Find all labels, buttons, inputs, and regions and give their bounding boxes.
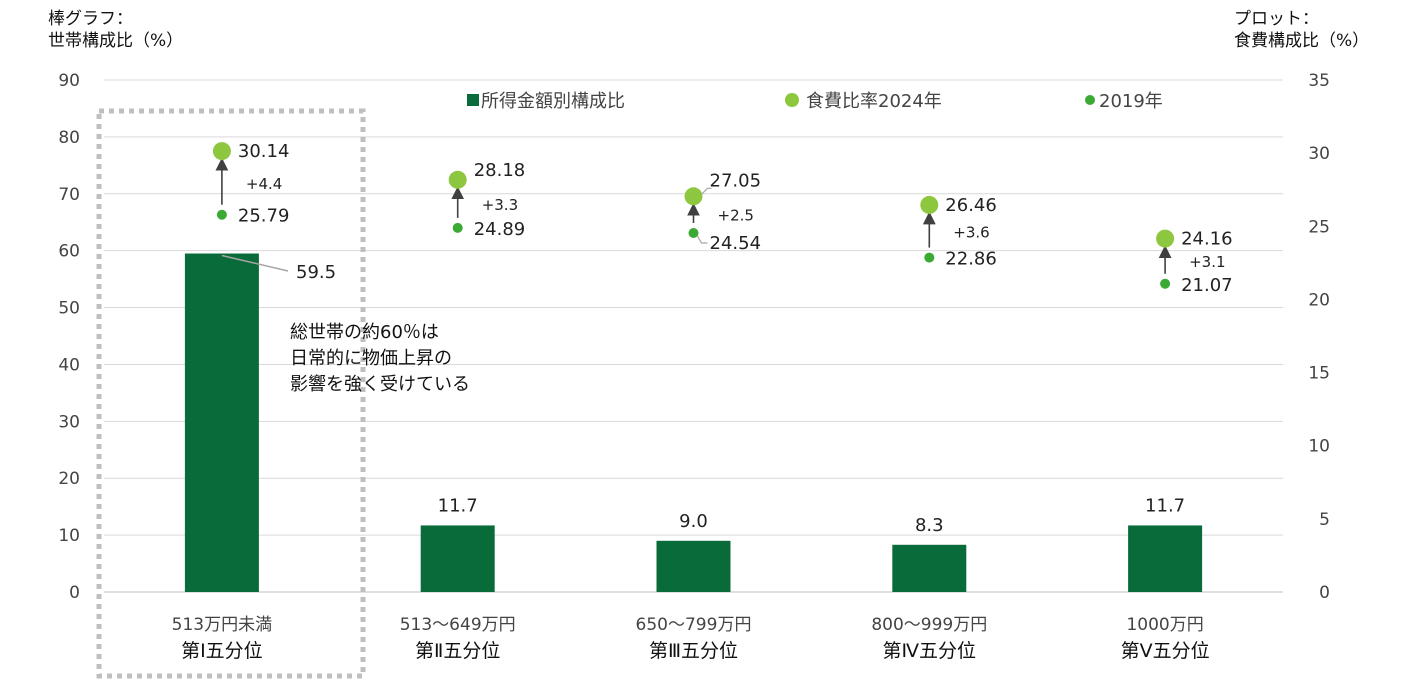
bar	[656, 540, 731, 592]
left-tick-label: 20	[58, 469, 80, 489]
point-2019	[924, 252, 935, 263]
bar	[184, 253, 259, 592]
point-2019-label: 24.89	[474, 219, 526, 240]
annotation-line1: 総世帯の約60％は	[290, 322, 439, 343]
difference-label: +2.5	[718, 207, 754, 225]
category-income-range: 513〜649万円	[399, 615, 516, 635]
point-2019	[452, 222, 463, 233]
bar	[420, 525, 495, 592]
right-axis-title: プロット： 食費構成比（%）	[1234, 8, 1369, 52]
point-2024-label: 24.16	[1181, 229, 1233, 250]
bar-value-label: 8.3	[915, 515, 944, 536]
left-tick-label: 0	[69, 583, 80, 603]
highlight-box	[96, 108, 366, 679]
right-axis-title-line1: プロット：	[1234, 9, 1319, 29]
right-tick-label: 35	[1308, 71, 1330, 91]
legend-label: 所得金額別構成比	[481, 91, 625, 112]
category-quintile: 第Ⅳ五分位	[882, 640, 977, 662]
point-2024	[212, 142, 231, 161]
bar	[1128, 525, 1203, 592]
left-axis-title-line1: 棒グラフ：	[48, 9, 133, 29]
category-income-range: 800〜999万円	[871, 615, 988, 635]
point-2019-label: 21.07	[1181, 275, 1233, 296]
point-2024-label: 26.46	[945, 195, 997, 216]
left-tick-label: 50	[58, 299, 80, 319]
bar-value-label: 11.7	[438, 495, 478, 516]
right-tick-label: 10	[1308, 437, 1330, 457]
right-tick-label: 5	[1319, 510, 1330, 530]
category-quintile: 第Ⅰ五分位	[181, 640, 263, 662]
difference-label: +4.4	[246, 175, 282, 193]
point-2024	[1156, 229, 1175, 248]
annotation-callout: 総世帯の約60％は 日常的に物価上昇の 影響を強く受けている	[290, 320, 470, 398]
left-axis-title: 棒グラフ： 世帯構成比（%）	[48, 8, 183, 52]
category-quintile: 第Ⅱ五分位	[415, 640, 501, 662]
bar-label-leader	[221, 254, 289, 272]
point-2024	[684, 187, 703, 206]
difference-label: +3.6	[953, 223, 989, 241]
difference-label: +3.1	[1189, 253, 1225, 271]
category-income-range: 650〜799万円	[635, 615, 752, 635]
left-tick-label: 70	[58, 185, 80, 205]
point-label-leader	[696, 235, 708, 244]
bar-value-label: 9.0	[679, 511, 708, 532]
category-label: 513〜649万円 第Ⅱ五分位	[358, 613, 558, 665]
left-axis-title-line2: 世帯構成比（%）	[48, 31, 184, 51]
legend-label: 食費比率2024年	[806, 91, 942, 112]
point-2019	[1160, 278, 1171, 289]
right-axis-title-line2: 食費構成比（%）	[1234, 31, 1370, 51]
difference-label: +3.3	[482, 196, 518, 214]
category-quintile: 第Ⅴ五分位	[1120, 640, 1210, 662]
point-2024	[920, 195, 939, 214]
legend-swatch-bar	[467, 94, 479, 106]
point-2024-label: 28.18	[474, 160, 526, 181]
bar-value-label: 59.5	[296, 262, 336, 283]
point-label-leader	[701, 187, 712, 195]
bar	[892, 544, 967, 592]
point-2024-label: 30.14	[238, 141, 290, 162]
category-label: 650〜799万円 第Ⅲ五分位	[594, 613, 794, 665]
left-tick-label: 90	[58, 71, 80, 91]
right-tick-label: 30	[1308, 144, 1330, 164]
point-2019	[216, 209, 227, 220]
right-tick-label: 15	[1308, 364, 1330, 384]
point-2024-label: 27.05	[710, 170, 762, 191]
left-tick-label: 80	[58, 128, 80, 148]
category-quintile: 第Ⅲ五分位	[648, 640, 739, 662]
left-tick-label: 10	[58, 526, 80, 546]
legend-label: 2019年	[1099, 91, 1163, 112]
category-label: 513万円未満 第Ⅰ五分位	[122, 613, 322, 665]
right-tick-label: 20	[1308, 290, 1330, 310]
point-2024	[448, 170, 467, 189]
left-tick-label: 60	[58, 242, 80, 262]
legend-swatch-2019	[1085, 95, 1095, 105]
annotation-line3: 影響を強く受けている	[290, 374, 470, 395]
category-income-range: 1000万円	[1126, 615, 1204, 635]
legend-swatch-2024	[785, 93, 799, 107]
annotation-line2: 日常的に物価上昇の	[290, 348, 452, 369]
point-2019-label: 25.79	[238, 206, 290, 227]
bar-value-label: 11.7	[1145, 495, 1185, 516]
point-2019-label: 24.54	[710, 233, 762, 254]
category-label: 800〜999万円 第Ⅳ五分位	[829, 613, 1029, 665]
category-label: 1000万円 第Ⅴ五分位	[1065, 613, 1265, 665]
category-income-range: 513万円未満	[171, 615, 273, 635]
right-tick-label: 25	[1308, 217, 1330, 237]
point-2019-label: 22.86	[945, 249, 997, 270]
left-tick-label: 30	[58, 412, 80, 432]
left-tick-label: 40	[58, 355, 80, 375]
right-tick-label: 0	[1319, 583, 1330, 603]
point-2019	[688, 228, 699, 239]
